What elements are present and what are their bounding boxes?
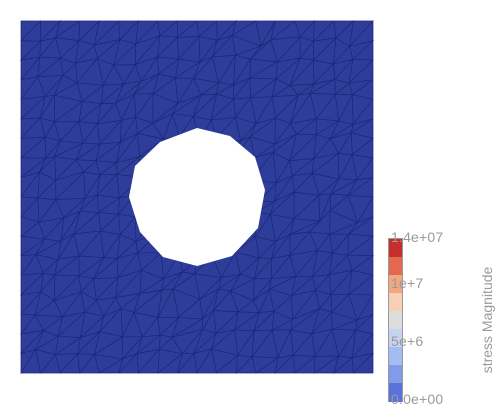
- colorbar-segment: [389, 365, 402, 384]
- colorbar: [388, 238, 403, 402]
- circular-hole: [129, 128, 265, 266]
- colorbar-segment: [389, 239, 402, 258]
- colorbar-segment: [389, 257, 402, 276]
- colorbar-tick-5e6: 5e+6: [391, 333, 424, 349]
- colorbar-min-label: 0.0e+00: [391, 391, 444, 407]
- colorbar-segment: [389, 311, 402, 330]
- colorbar-segment: [389, 329, 402, 348]
- colorbar-segment: [389, 347, 402, 366]
- mesh-edges: [19, 19, 375, 375]
- colorbar-tick-1e7: 1e+7: [391, 275, 424, 291]
- colorbar-max-label: 1.4e+07: [391, 229, 444, 245]
- colorbar-title: stress Magnitude: [479, 266, 495, 374]
- colorbar-segment: [389, 275, 402, 294]
- colorbar-segment: [389, 383, 402, 402]
- colorbar-segment: [389, 293, 402, 312]
